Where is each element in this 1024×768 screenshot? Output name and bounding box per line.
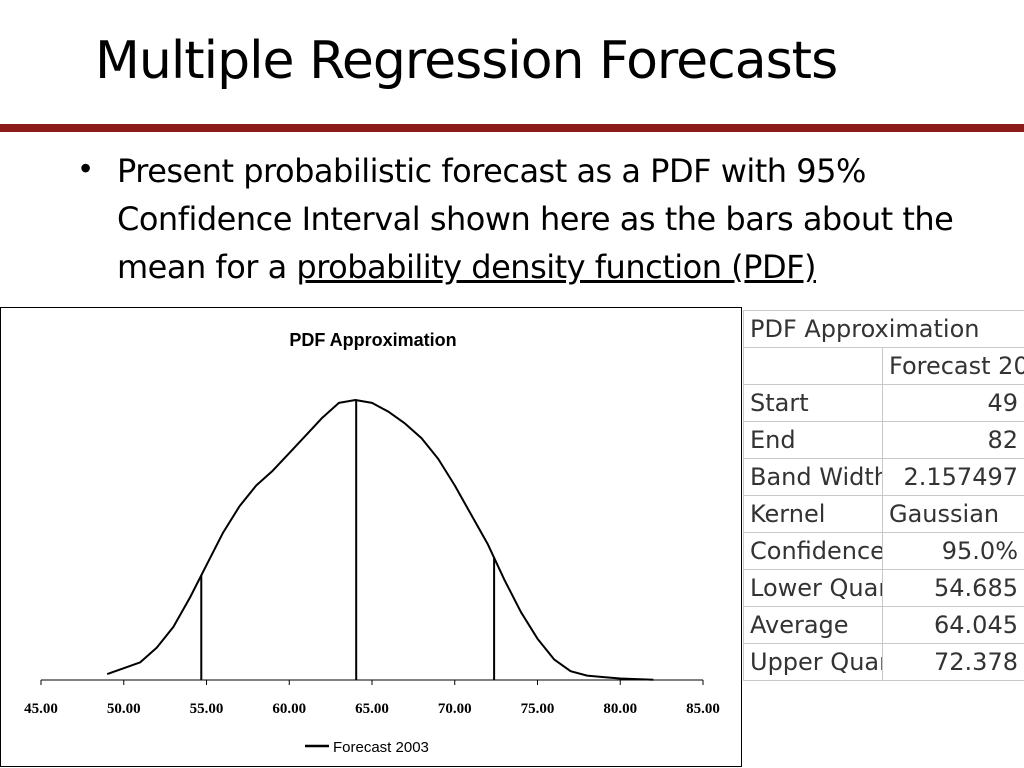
table-row-label[interactable]: Kernel [743,495,883,533]
table-row: Lower Quantile54.685 [743,569,1024,607]
bullet-icon: • [80,150,92,186]
table-row-label[interactable]: Start [743,384,883,422]
bullet-text: Present probabilistic forecast as a PDF … [117,147,1017,291]
x-tick-label: 60.00 [272,701,306,717]
table-title-row: PDF Approximation [743,310,1024,348]
x-tick-label: 50.00 [107,701,141,717]
table-row: End 82 [743,421,1024,459]
title-rule [0,124,1024,132]
pdf-table-container: PDF Approximation Forecast 2003 Start49E… [743,310,1024,690]
legend-label: Forecast 2003 [333,739,429,756]
pdf-table: PDF Approximation Forecast 2003 Start49E… [743,310,1024,681]
table-header-row: Forecast 2003 [743,347,1024,385]
table-row-value[interactable]: Gaussian [882,495,1024,533]
table-cell[interactable] [743,347,883,385]
x-tick-label: 55.00 [190,701,224,717]
x-tick-label: 80.00 [603,701,637,717]
table-row-value[interactable]: 95.0% [882,532,1024,570]
table-row-label[interactable]: Confidence [743,532,883,570]
table-title[interactable]: PDF Approximation [743,310,1024,348]
bullet-plain-text: Present probabilistic forecast as a PDF … [117,152,954,286]
series-line-forecast-2003 [106,399,654,681]
table-row: Band Width 2.157497 [743,458,1024,496]
table-row-label[interactable]: Lower Quantile [743,569,883,607]
pdf-link[interactable]: probability density function (PDF) [296,248,816,286]
x-tick-label: 85.00 [686,701,720,717]
table-row: Kernel Gaussian [743,495,1024,533]
chart-title: PDF Approximation [289,330,456,350]
pdf-chart-svg: PDF Approximation 45.00 50.00 55.00 60.00 65.… [24,330,720,756]
pdf-chart: PDF Approximation 45.00 50.00 55.00 60.00 65.… [0,307,742,767]
table-row-value[interactable]: 82 [882,421,1024,459]
table-row-value[interactable]: 64.045 [882,606,1024,644]
x-tick-label: 65.00 [355,701,389,717]
slide-title: Multiple Regression Forecasts [95,31,838,91]
table-row-label[interactable]: Band Width [743,458,883,496]
table-row: Upper Quantile72.378 [743,643,1024,681]
table-row-value[interactable]: 72.378 [882,643,1024,681]
table-row: Average 64.045 [743,606,1024,644]
table-row-label[interactable]: Average [743,606,883,644]
table-row-label[interactable]: Upper Quantile [743,643,883,681]
table-row-value[interactable]: 2.157497 [882,458,1024,496]
x-tick-label: 45.00 [24,701,58,717]
x-tick-label: 70.00 [438,701,472,717]
x-tick-label: 75.00 [521,701,555,717]
table-row-label[interactable]: End [743,421,883,459]
table-column-header[interactable]: Forecast 2003 [882,347,1024,385]
table-row: Start 49 [743,384,1024,422]
table-row-value[interactable]: 54.685 [882,569,1024,607]
table-row-value[interactable]: 49 [882,384,1024,422]
table-row: Confidence 95.0% [743,532,1024,570]
